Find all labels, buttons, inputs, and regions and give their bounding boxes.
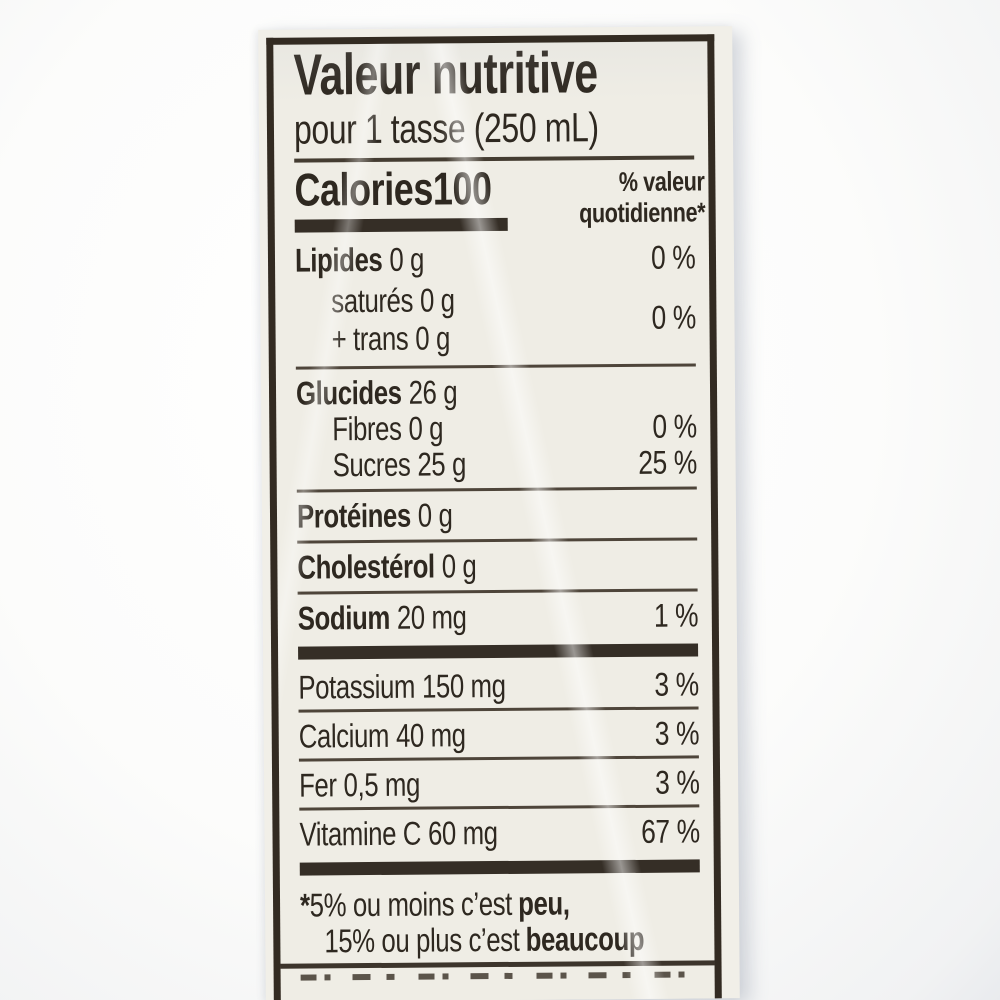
- nutrient-row-cholesterol: Cholestérol 0 g: [297, 546, 477, 586]
- calories-row: Calories100: [294, 162, 547, 233]
- nutrient-row-sugars: Sucres 25 g 25 %: [332, 443, 697, 483]
- daily-value-footnote: *5% ou moins c’est peu, 15% ou plus c’est…: [299, 884, 645, 960]
- nutrient-row-saturated: saturés 0 g: [331, 281, 455, 319]
- nutrient-row-fat: Lipides 0 g 0 %: [294, 238, 696, 279]
- saturated-trans-percent: 0 %: [651, 298, 696, 336]
- nutrient-rows: Lipides 0 g 0 % saturés 0 g + trans 0 g 0 %…: [294, 238, 700, 876]
- nutrient-row-carbohydrate: Glucides 26 g: [295, 372, 458, 412]
- nutrient-row-protein: Protéines 0 g: [296, 496, 453, 535]
- calories-underline-bar: [294, 217, 508, 233]
- nutrient-row-sodium: Sodium 20 mg 1 %: [297, 596, 698, 637]
- section-bottom-divider: [280, 959, 715, 969]
- nutrient-row-fibre: Fibres 0 g 0 %: [332, 407, 697, 447]
- nutrient-row-potassium: Potassium 150 mg 3 %: [298, 665, 699, 706]
- divider: [298, 706, 699, 713]
- divider: [296, 486, 697, 493]
- truncated-text-tops: [300, 971, 685, 981]
- nutrient-row-saturated-trans: saturés 0 g + trans 0 g 0 %: [295, 279, 696, 358]
- divider-medium: [294, 155, 695, 163]
- label-title: Valeur nutritive: [293, 40, 598, 108]
- divider: [298, 755, 699, 762]
- divider-thick: [298, 643, 699, 660]
- divider: [297, 588, 698, 595]
- label-sticker-paper: Valeur nutritive pour 1 tasse (250 mL) C…: [258, 26, 740, 1000]
- nutrient-row-calcium: Calcium 40 mg 3 %: [298, 714, 699, 755]
- daily-value-header: % valeur quotidienne*: [578, 166, 706, 229]
- divider-thick: [299, 859, 700, 876]
- divider: [295, 363, 696, 370]
- divider: [299, 804, 700, 811]
- nutrient-row-trans: + trans 0 g: [331, 319, 451, 357]
- calories-section: Calories100 % valeur quotidienne*: [294, 162, 705, 233]
- serving-size: pour 1 tasse (250 mL): [293, 104, 599, 153]
- nutrition-facts-box: Valeur nutritive pour 1 tasse (250 mL) C…: [266, 34, 722, 1000]
- divider: [297, 537, 698, 544]
- nutrient-row-vitamin-c: Vitamine C 60 mg 67 %: [299, 812, 700, 853]
- nutrient-row-iron: Fer 0,5 mg 3 %: [298, 763, 700, 804]
